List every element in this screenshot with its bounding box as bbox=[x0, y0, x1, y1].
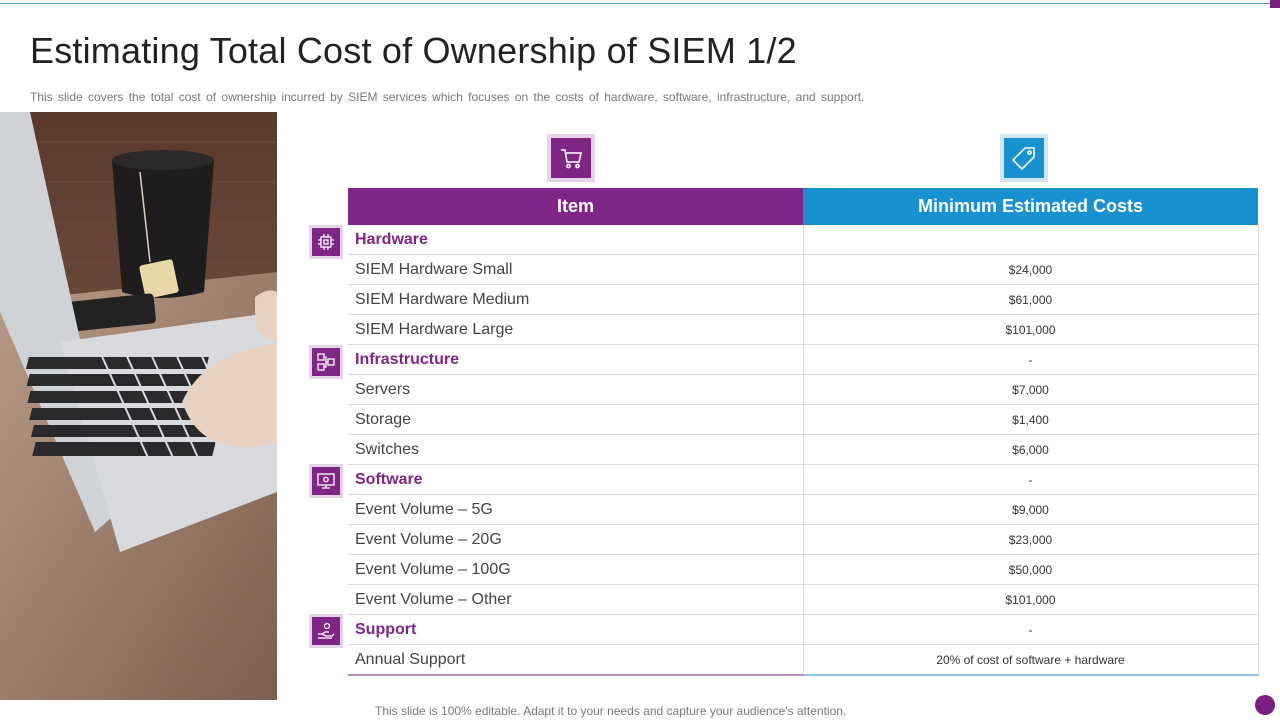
table-row-support: Support - bbox=[348, 614, 1259, 645]
table-row: SIEM Hardware Medium $61,000 bbox=[348, 284, 1259, 315]
chip-icon bbox=[309, 225, 343, 259]
table-row: Servers $7,000 bbox=[348, 374, 1259, 405]
cost-column-header: Minimum Estimated Costs bbox=[803, 188, 1258, 225]
row-item: Hardware bbox=[348, 225, 804, 255]
row-item: Event Volume – 20G bbox=[348, 524, 804, 555]
price-tag-icon bbox=[1000, 134, 1048, 182]
top-corner-accent bbox=[1270, 0, 1280, 8]
table-row: Switches $6,000 bbox=[348, 434, 1259, 465]
row-item: Event Volume – 5G bbox=[348, 494, 804, 525]
row-cost bbox=[802, 225, 1259, 255]
row-item: Annual Support bbox=[348, 644, 804, 676]
item-column-header: Item bbox=[348, 188, 803, 225]
network-icon bbox=[309, 345, 343, 379]
table-row: SIEM Hardware Large $101,000 bbox=[348, 314, 1259, 345]
table-row: Event Volume – 20G $23,000 bbox=[348, 524, 1259, 555]
footer-note: This slide is 100% editable. Adapt it to… bbox=[375, 704, 847, 718]
top-rule bbox=[0, 3, 1270, 4]
row-cost: - bbox=[802, 344, 1259, 375]
laptop-photo bbox=[0, 112, 277, 700]
table-row-software: Software - bbox=[348, 464, 1259, 495]
row-item: Event Volume – Other bbox=[348, 584, 804, 615]
row-cost: $23,000 bbox=[802, 524, 1259, 555]
row-item: SIEM Hardware Small bbox=[348, 254, 804, 285]
table-row: Event Volume – Other $101,000 bbox=[348, 584, 1259, 615]
row-item: Servers bbox=[348, 374, 804, 405]
row-cost: $1,400 bbox=[802, 404, 1259, 435]
slide-subtitle: This slide covers the total cost of owne… bbox=[30, 90, 865, 104]
table-header-row: Item Minimum Estimated Costs bbox=[348, 188, 1258, 225]
table-row-hardware: Hardware bbox=[348, 225, 1259, 255]
row-item: Infrastructure bbox=[348, 344, 804, 375]
table-row-infrastructure: Infrastructure - bbox=[348, 344, 1259, 375]
slide-title: Estimating Total Cost of Ownership of SI… bbox=[30, 30, 797, 71]
table-row: Annual Support 20% of cost of software +… bbox=[348, 644, 1259, 676]
row-cost: $9,000 bbox=[802, 494, 1259, 525]
row-cost: $7,000 bbox=[802, 374, 1259, 405]
shopping-cart-icon bbox=[547, 134, 595, 182]
row-item: Software bbox=[348, 464, 804, 495]
row-cost: $61,000 bbox=[802, 284, 1259, 315]
monitor-icon bbox=[309, 464, 343, 498]
row-item: Support bbox=[348, 614, 804, 645]
row-item: SIEM Hardware Large bbox=[348, 314, 804, 345]
table-row: SIEM Hardware Small $24,000 bbox=[348, 254, 1259, 285]
row-cost: $6,000 bbox=[802, 434, 1259, 465]
hand-support-icon bbox=[309, 614, 343, 648]
row-cost: - bbox=[802, 464, 1259, 495]
corner-dot bbox=[1255, 695, 1275, 715]
row-item: Storage bbox=[348, 404, 804, 435]
row-cost: 20% of cost of software + hardware bbox=[802, 644, 1259, 676]
row-cost: $101,000 bbox=[802, 314, 1259, 345]
row-cost: - bbox=[802, 614, 1259, 645]
row-item: Event Volume – 100G bbox=[348, 554, 804, 585]
row-item: SIEM Hardware Medium bbox=[348, 284, 804, 315]
row-item: Switches bbox=[348, 434, 804, 465]
table-row: Event Volume – 100G $50,000 bbox=[348, 554, 1259, 585]
row-cost: $101,000 bbox=[802, 584, 1259, 615]
row-cost: $24,000 bbox=[802, 254, 1259, 285]
table-row: Event Volume – 5G $9,000 bbox=[348, 494, 1259, 525]
cost-table: Item Minimum Estimated Costs Hardware SI… bbox=[348, 188, 1259, 676]
row-cost: $50,000 bbox=[802, 554, 1259, 585]
table-row: Storage $1,400 bbox=[348, 404, 1259, 435]
